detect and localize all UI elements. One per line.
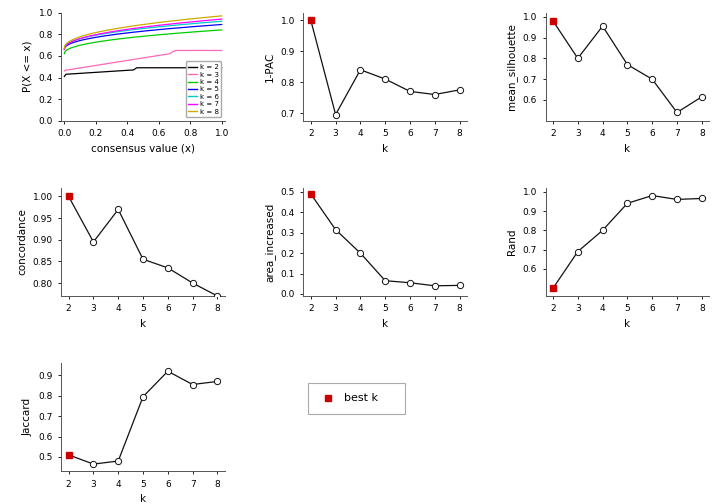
Y-axis label: 1-PAC: 1-PAC (265, 51, 275, 82)
X-axis label: k: k (624, 144, 631, 154)
Legend: k = 2, k = 3, k = 4, k = 5, k = 6, k = 7, k = 8: k = 2, k = 3, k = 4, k = 5, k = 6, k = 7… (186, 61, 221, 117)
Y-axis label: area_increased: area_increased (264, 202, 275, 282)
FancyBboxPatch shape (308, 383, 405, 414)
X-axis label: k: k (382, 144, 388, 154)
Y-axis label: P(X <= x): P(X <= x) (23, 41, 33, 92)
Y-axis label: Jaccard: Jaccard (23, 398, 33, 436)
X-axis label: k: k (624, 319, 631, 329)
Y-axis label: mean_silhouette: mean_silhouette (506, 23, 517, 110)
X-axis label: k: k (382, 319, 388, 329)
Y-axis label: Rand: Rand (508, 229, 517, 255)
X-axis label: k: k (140, 319, 146, 329)
Y-axis label: concordance: concordance (17, 209, 27, 275)
X-axis label: consensus value (x): consensus value (x) (91, 144, 195, 154)
X-axis label: k: k (140, 494, 146, 504)
Text: best k: best k (344, 393, 378, 403)
